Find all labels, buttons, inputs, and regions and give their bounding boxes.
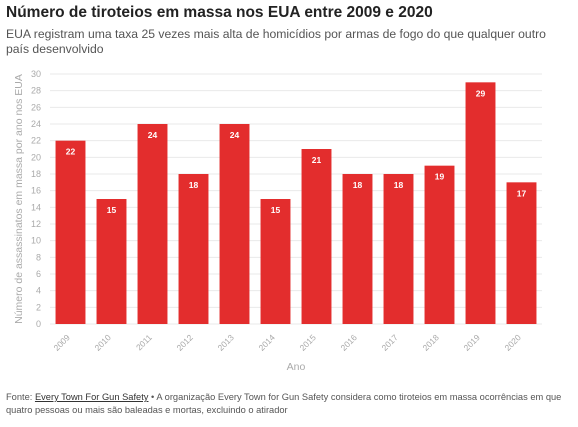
bar — [137, 124, 168, 324]
bar-value-label: 24 — [230, 130, 240, 140]
x-tick-label: 2010 — [92, 332, 113, 353]
bar — [383, 174, 414, 324]
y-tick-label: 4 — [36, 286, 41, 296]
source-note: Fonte: Every Town For Gun Safety • A org… — [6, 391, 572, 417]
bar-value-label: 18 — [353, 180, 363, 190]
y-tick-label: 20 — [31, 152, 41, 162]
source-link[interactable]: Every Town For Gun Safety — [34, 392, 149, 402]
bar — [219, 124, 250, 324]
y-tick-label: 0 — [36, 319, 41, 329]
y-tick-label: 22 — [31, 136, 41, 146]
y-axis-label: Número de assassinatos em massa por ano … — [13, 74, 25, 324]
x-axis-label: Ano — [287, 361, 306, 373]
bar-value-label: 22 — [66, 147, 76, 157]
source-prefix: Fonte: — [6, 392, 35, 402]
y-tick-label: 8 — [36, 252, 41, 262]
bar-value-label: 21 — [312, 155, 322, 165]
bar-value-label: 15 — [271, 205, 281, 215]
chart-subtitle: EUA registram uma taxa 25 vezes mais alt… — [6, 27, 546, 56]
bar-value-label: 24 — [148, 130, 158, 140]
bar — [260, 199, 291, 324]
y-tick-label: 26 — [31, 102, 41, 112]
y-tick-label: 2 — [36, 302, 41, 312]
bar-value-label: 19 — [435, 172, 445, 182]
y-tick-label: 28 — [31, 86, 41, 96]
y-tick-label: 14 — [31, 202, 41, 212]
x-tick-label: 2016 — [338, 332, 359, 353]
x-tick-label: 2012 — [174, 332, 195, 353]
y-tick-label: 24 — [31, 119, 41, 129]
bar — [301, 149, 332, 324]
y-tick-label: 30 — [31, 69, 41, 79]
bar-value-label: 18 — [394, 180, 404, 190]
bar-chart: 0 2 4 6 8 10 12 14 16 18 20 22 24 26 28 30 Número de ass… — [0, 64, 578, 386]
x-tick-label: 2015 — [297, 332, 318, 353]
x-tick-label: 2017 — [379, 332, 400, 353]
bar-value-label: 15 — [107, 205, 117, 215]
x-tick-label: 2020 — [502, 332, 523, 353]
x-tick-label: 2011 — [134, 332, 154, 352]
bar — [342, 174, 373, 324]
source-description: • A organização Every Town for Gun Safet… — [6, 392, 562, 415]
bar-value-label: 17 — [517, 188, 527, 198]
bar-value-label: 29 — [476, 88, 486, 98]
y-tick-label: 6 — [36, 269, 41, 279]
x-tick-label: 2009 — [51, 332, 72, 353]
y-tick-label: 12 — [31, 219, 41, 229]
x-tick-label: 2018 — [420, 332, 441, 353]
y-tick-label: 10 — [31, 236, 41, 246]
bar — [465, 82, 496, 324]
bar-value-label: 18 — [189, 180, 199, 190]
bar — [96, 199, 127, 324]
x-tick-label: 2014 — [256, 332, 277, 353]
bar — [55, 140, 86, 324]
x-tick-label: 2019 — [461, 332, 482, 353]
chart-title: Número de tiroteios em massa nos EUA ent… — [6, 4, 433, 21]
y-tick-label: 16 — [31, 186, 41, 196]
bar — [506, 182, 537, 324]
x-tick-label: 2013 — [215, 332, 236, 353]
y-tick-label: 18 — [31, 169, 41, 179]
bar — [178, 174, 209, 324]
bar — [424, 165, 455, 324]
